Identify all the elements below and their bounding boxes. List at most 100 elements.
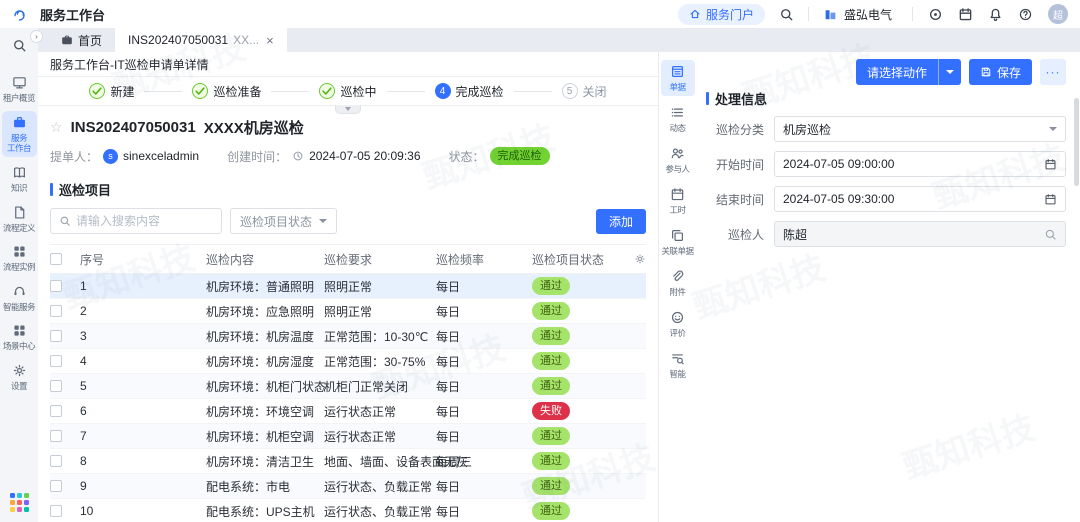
- step-4: 4 完成巡检: [434, 83, 504, 100]
- process-info-title: 处理信息: [706, 88, 1066, 108]
- col-status: 巡检项目状态: [532, 252, 605, 267]
- inspector-input[interactable]: 陈超: [774, 221, 1066, 247]
- row-status-cell: 通过: [532, 277, 626, 296]
- table-row[interactable]: 10 配电系统：UPS主机 运行状态、负载正常 每日 通过: [50, 499, 646, 522]
- sidebar-item-8[interactable]: 设置: [2, 359, 37, 395]
- table-row[interactable]: 6 机房环境：环境空调 运行状态正常 每日 失败: [50, 399, 646, 425]
- row-checkbox[interactable]: [50, 355, 62, 368]
- sidebar-item-6[interactable]: 智能服务: [2, 280, 37, 316]
- row-checkbox[interactable]: [50, 505, 62, 518]
- row-frequency: 每日: [436, 279, 461, 294]
- sidebar-item-7[interactable]: 场景中心: [2, 319, 37, 355]
- side-tab-6[interactable]: 附件: [661, 265, 695, 301]
- row-status-cell: 通过: [532, 502, 626, 521]
- tab-close-icon[interactable]: ×: [266, 32, 274, 48]
- home-icon: [689, 8, 701, 20]
- row-status-badge: 通过: [532, 277, 570, 296]
- sidebar-item-4[interactable]: 流程定义: [2, 201, 37, 237]
- col-requirement: 巡检要求: [324, 252, 373, 267]
- table-row[interactable]: 8 机房环境：清洁卫生 地面、墙面、设备表面无灰 每周三 通过: [50, 449, 646, 475]
- steps-collapse-handle[interactable]: [335, 105, 361, 114]
- inspection-category-label: 巡检分类: [715, 122, 764, 137]
- sidebar-search-icon[interactable]: [12, 38, 27, 53]
- row-checkbox[interactable]: [50, 380, 62, 393]
- service-portal-button[interactable]: 服务门户: [677, 3, 765, 25]
- table-row[interactable]: 4 机房环境：机房湿度 正常范围：30-75% 每日 通过: [50, 349, 646, 375]
- row-checkbox[interactable]: [50, 330, 62, 343]
- chevron-down-icon: [345, 107, 351, 111]
- tab-ticket[interactable]: INS202407050031 XX... ×: [115, 28, 287, 52]
- tab-home[interactable]: 首页: [48, 28, 115, 52]
- select-action-split-button[interactable]: 请选择动作: [855, 59, 961, 85]
- row-requirement: 运行状态、负载正常: [324, 479, 433, 494]
- more-actions-button[interactable]: ···: [1040, 59, 1066, 85]
- submitter-label: 提单人：: [50, 149, 99, 164]
- table-row[interactable]: 7 机房环境：机柜空调 运行状态正常 每日 通过: [50, 424, 646, 450]
- side-tab-4[interactable]: 工时: [661, 183, 695, 219]
- sidebar-item-3[interactable]: 知识: [2, 161, 37, 197]
- sidebar-item-5[interactable]: 流程实例: [2, 240, 37, 276]
- table-row[interactable]: 3 机房环境：机房温度 正常范围：10-30℃ 每日 通过: [50, 324, 646, 350]
- select-action-label[interactable]: 请选择动作: [866, 65, 927, 80]
- row-checkbox[interactable]: [50, 280, 62, 293]
- favorite-star-icon[interactable]: ☆: [50, 119, 63, 135]
- end-time-input[interactable]: 2024-07-05 09:30:00: [774, 186, 1066, 212]
- row-checkbox[interactable]: [50, 430, 62, 443]
- row-content: 机房环境：清洁卫生: [206, 454, 315, 469]
- row-frequency: 每周三: [436, 454, 473, 469]
- row-requirement: 正常范围：10-30℃: [324, 329, 429, 344]
- app-launcher-waffle-icon[interactable]: [9, 493, 29, 512]
- add-item-button[interactable]: 添加: [595, 208, 646, 234]
- row-checkbox[interactable]: [50, 305, 62, 318]
- left-sidebar: 租户概览 服务 工作台知识流程定义流程实例智能服务 场景中心设置: [0, 28, 38, 522]
- side-tab-8[interactable]: 智能: [661, 347, 695, 383]
- item-status-filter[interactable]: 巡检项目状态: [230, 208, 338, 235]
- row-status-badge: 失败: [532, 402, 570, 421]
- side-tab-1[interactable]: 单据: [660, 60, 695, 96]
- field-inspector: 巡检人 陈超: [706, 221, 1066, 247]
- row-checkbox[interactable]: [50, 480, 62, 493]
- side-tab-5[interactable]: 关联单据: [661, 224, 695, 260]
- save-button[interactable]: 保存: [968, 59, 1032, 85]
- global-search-icon[interactable]: [779, 7, 794, 22]
- row-requirement: 照明正常: [324, 279, 373, 294]
- sidebar-expander-chevron[interactable]: ›: [30, 30, 43, 43]
- notifications-bell-icon[interactable]: [988, 7, 1003, 22]
- item-search-input[interactable]: [76, 214, 213, 229]
- side-tab-label: 关联单据: [661, 246, 694, 256]
- sidebar-item-2[interactable]: 服务 工作台: [1, 110, 37, 157]
- start-time-input[interactable]: 2024-07-05 09:00:00: [774, 151, 1066, 177]
- search-icon: [1044, 228, 1057, 241]
- schedule-icon[interactable]: [958, 7, 973, 22]
- sidebar-item-label: 流程定义: [2, 222, 36, 233]
- table-row[interactable]: 9 配电系统：市电 运行状态、负载正常 每日 通过: [50, 474, 646, 500]
- select-all-checkbox[interactable]: [50, 253, 62, 266]
- side-tab-label: 动态: [669, 123, 686, 133]
- side-tab-2[interactable]: 动态: [661, 101, 695, 137]
- split-divider: [937, 59, 939, 85]
- file-icon: [12, 205, 27, 220]
- panel-scrollbar[interactable]: [1074, 98, 1079, 186]
- company-switcher[interactable]: 盛弘电气: [823, 6, 892, 23]
- side-tab-3[interactable]: 参与人: [661, 142, 695, 178]
- target-icon[interactable]: [928, 7, 943, 22]
- help-icon[interactable]: [1018, 7, 1033, 22]
- table-row[interactable]: 5 机房环境：机柜门状态 机柜门正常关闭 每日 通过: [50, 374, 646, 400]
- row-status-badge: 通过: [532, 352, 570, 371]
- column-settings-gear-icon[interactable]: [626, 253, 646, 265]
- user-avatar[interactable]: 超: [1048, 4, 1068, 24]
- inspection-category-input[interactable]: 机房巡检: [774, 116, 1066, 142]
- row-status-cell: 通过: [532, 477, 626, 496]
- table-row[interactable]: 1 机房环境：普通照明 照明正常 每日 通过: [50, 274, 646, 300]
- row-checkbox[interactable]: [50, 455, 62, 468]
- row-checkbox[interactable]: [50, 405, 62, 418]
- building-icon: [823, 7, 838, 22]
- gear-icon: [12, 363, 27, 378]
- inspection-items-table: 序号 巡检内容 巡检要求 巡检频率 巡检项目状态 1 机房环境：普通照明 照明正常每…: [50, 244, 646, 522]
- sidebar-item-1[interactable]: 租户概览: [2, 71, 37, 107]
- side-tab-7[interactable]: 评价: [661, 306, 695, 342]
- action-dropdown-caret[interactable]: [939, 59, 961, 85]
- item-search-box[interactable]: [50, 208, 222, 235]
- table-row[interactable]: 2 机房环境：应急照明 照明正常 每日 通过: [50, 299, 646, 325]
